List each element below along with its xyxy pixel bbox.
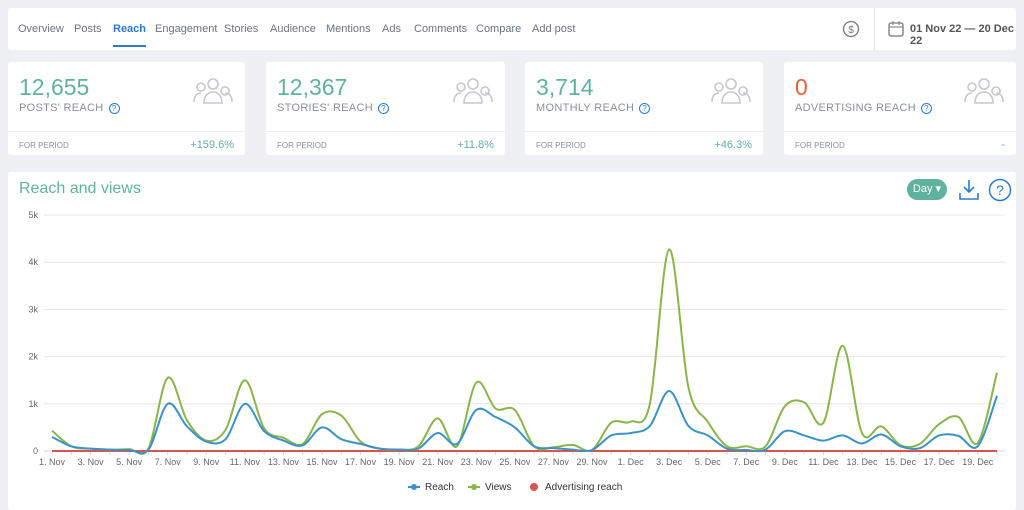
stat-change: +159.6% (190, 139, 234, 151)
info-icon: ? (639, 102, 651, 114)
stat-label: ADVERTISING REACH? (795, 102, 933, 114)
date-range[interactable]: 01 Nov 22 — 20 Dec 22 (910, 23, 1014, 47)
x-tick-label: 3. Dec (656, 457, 683, 467)
stat-label: POSTS' REACH? (19, 102, 120, 114)
nav-tab[interactable]: Add post (532, 23, 576, 35)
chart-panel: Reach and views Day ▾ ? (8, 172, 1016, 510)
nav-tab[interactable]: Audience (270, 23, 316, 35)
series-line (51, 390, 998, 455)
active-underline (113, 45, 146, 47)
stat-value: 3,714 (536, 74, 594, 100)
x-tick-label: 7. Dec (733, 457, 760, 467)
y-tick-label: 5k (28, 210, 38, 220)
nav-tab[interactable]: Overview (18, 23, 64, 35)
x-tick-label: 21. Nov (422, 457, 454, 467)
nav-tab[interactable]: Mentions (326, 23, 371, 35)
stat-card: 3,714 MONTHLY REACH? FOR PERIOD +46.3% (525, 62, 763, 155)
audience-icon (711, 78, 751, 104)
series-line (51, 248, 998, 455)
x-tick-label: 9. Nov (193, 457, 220, 467)
x-tick-label: 1. Nov (39, 457, 66, 467)
x-tick-label: 7. Nov (155, 457, 182, 467)
x-tick-label: 15. Nov (306, 457, 338, 467)
period-label: FOR PERIOD (795, 141, 845, 150)
nav-tab[interactable]: Engagement (155, 23, 218, 35)
stat-label: STORIES' REACH? (277, 102, 389, 114)
nav-bar: $ 01 Nov 22 — 20 Dec 22 Overview Posts Rea… (8, 8, 1016, 50)
x-tick-label: 15. Dec (885, 457, 917, 467)
nav-tab[interactable]: Reach (113, 23, 147, 35)
help-icon[interactable]: ? (988, 178, 1012, 202)
audience-icon (453, 78, 493, 104)
x-tick-label: 29. Nov (576, 457, 608, 467)
download-icon[interactable] (958, 178, 980, 202)
x-tick-label: 5. Nov (116, 457, 143, 467)
stat-value: 12,655 (19, 74, 90, 100)
nav-tab[interactable]: Posts (74, 23, 102, 35)
period-label: FOR PERIOD (19, 141, 69, 150)
x-tick-label: 3. Nov (78, 457, 105, 467)
y-tick-label: 1k (28, 399, 38, 409)
currency-icon[interactable]: $ (842, 20, 860, 38)
legend-marker (411, 484, 417, 490)
audience-icon (193, 78, 233, 104)
separator (784, 131, 1016, 132)
legend-label[interactable]: Advertising reach (545, 482, 622, 493)
x-tick-label: 19. Dec (962, 457, 994, 467)
stat-label: MONTHLY REACH? (536, 102, 651, 114)
x-tick-label: 17. Nov (345, 457, 377, 467)
svg-text:$: $ (848, 25, 854, 36)
y-tick-label: 4k (28, 257, 38, 267)
legend-marker (530, 483, 538, 491)
x-tick-label: 27. Nov (538, 457, 570, 467)
separator (8, 131, 245, 132)
y-tick-label: 3k (28, 304, 38, 314)
separator (266, 131, 505, 132)
x-tick-label: 17. Dec (924, 457, 956, 467)
x-tick-label: 11. Nov (230, 457, 261, 467)
x-tick-label: 19. Nov (384, 457, 416, 467)
nav-tab[interactable]: Compare (476, 23, 522, 35)
nav-tab[interactable]: Stories (224, 23, 259, 35)
period-button[interactable]: Day ▾ (907, 179, 947, 200)
info-icon: ? (921, 102, 933, 114)
stat-card: 12,367 STORIES' REACH? FOR PERIOD +11.8% (266, 62, 505, 155)
x-tick-label: 13. Nov (268, 457, 300, 467)
period-label: FOR PERIOD (536, 141, 586, 150)
y-tick-label: 0 (33, 446, 38, 456)
x-tick-label: 25. Nov (499, 457, 531, 467)
stat-card: 0 ADVERTISING REACH? FOR PERIOD - (784, 62, 1016, 155)
calendar-icon[interactable] (888, 20, 904, 38)
x-tick-label: 9. Dec (772, 457, 799, 467)
nav-tab[interactable]: Comments (414, 23, 468, 35)
legend-marker (471, 484, 477, 490)
stat-value: 0 (795, 74, 808, 100)
period-label: Day (912, 183, 933, 195)
legend-label[interactable]: Reach (425, 482, 454, 493)
svg-text:?: ? (996, 182, 1004, 198)
x-tick-label: 13. Dec (846, 457, 878, 467)
x-tick-label: 5. Dec (695, 457, 722, 467)
stat-change: - (1001, 139, 1005, 151)
x-tick-label: 11. Dec (808, 457, 839, 467)
period-label: FOR PERIOD (277, 141, 327, 150)
info-icon: ? (377, 102, 389, 114)
nav-tab[interactable]: Ads (382, 23, 401, 35)
chart-title: Reach and views (19, 180, 141, 197)
x-tick-label: 23. Nov (461, 457, 493, 467)
y-tick-label: 2k (28, 352, 38, 362)
info-icon: ? (108, 102, 120, 114)
stat-value: 12,367 (277, 74, 348, 100)
x-tick-label: 1. Dec (618, 457, 645, 467)
legend-label[interactable]: Views (485, 482, 512, 493)
stat-card: 12,655 POSTS' REACH? FOR PERIOD +159.6% (8, 62, 245, 155)
stat-change: +46.3% (714, 139, 752, 151)
stat-change: +11.8% (457, 139, 494, 151)
audience-icon (964, 78, 1004, 104)
separator (525, 131, 763, 132)
